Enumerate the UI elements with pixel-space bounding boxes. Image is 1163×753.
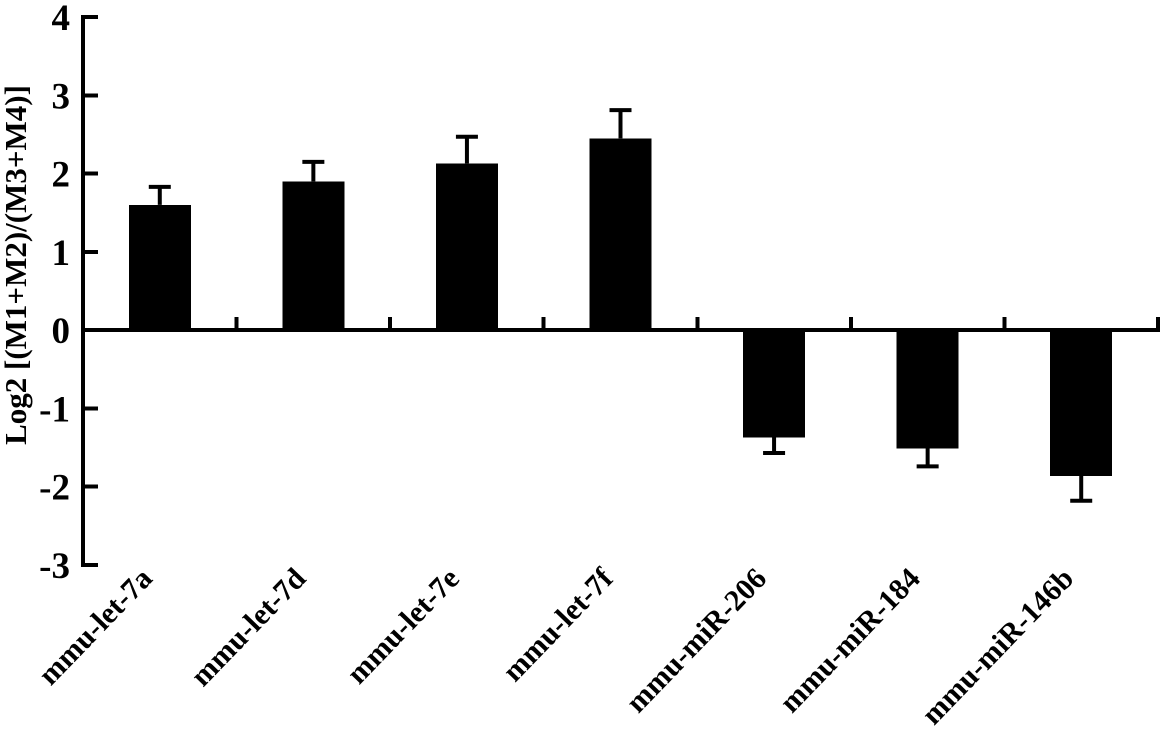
- x-tick-label: mmu-let-7f: [496, 561, 620, 688]
- y-tick-label: 1: [52, 233, 71, 274]
- bar-mmu-let-7d: [282, 181, 345, 331]
- bar-mmu-miR-146b: [1050, 330, 1113, 476]
- bar-mmu-let-7e: [435, 163, 498, 331]
- x-tick-label: mmu-let-7d: [184, 562, 312, 693]
- y-axis-title: Log2 [(M1+M2)/(M3+M4)]: [0, 85, 33, 445]
- bar-mmu-let-7f: [589, 138, 652, 331]
- y-tick-label: 4: [52, 0, 71, 39]
- bar-mmu-miR-184: [896, 330, 959, 449]
- y-tick-label: 0: [52, 311, 71, 352]
- bar-mmu-let-7a: [128, 204, 191, 331]
- x-tick-label: mmu-miR-184: [773, 562, 926, 719]
- y-tick-label: -1: [39, 389, 70, 430]
- y-tick-label: 3: [52, 76, 71, 117]
- bar-mmu-miR-206: [743, 330, 806, 438]
- y-tick-label: -3: [39, 546, 70, 587]
- x-tick-label: mmu-let-7e: [340, 562, 466, 690]
- x-tick-label: mmu-miR-206: [620, 562, 773, 719]
- x-tick-label: mmu-miR-146b: [915, 562, 1080, 731]
- y-tick-label: -2: [39, 468, 70, 509]
- y-tick-label: 2: [52, 155, 71, 196]
